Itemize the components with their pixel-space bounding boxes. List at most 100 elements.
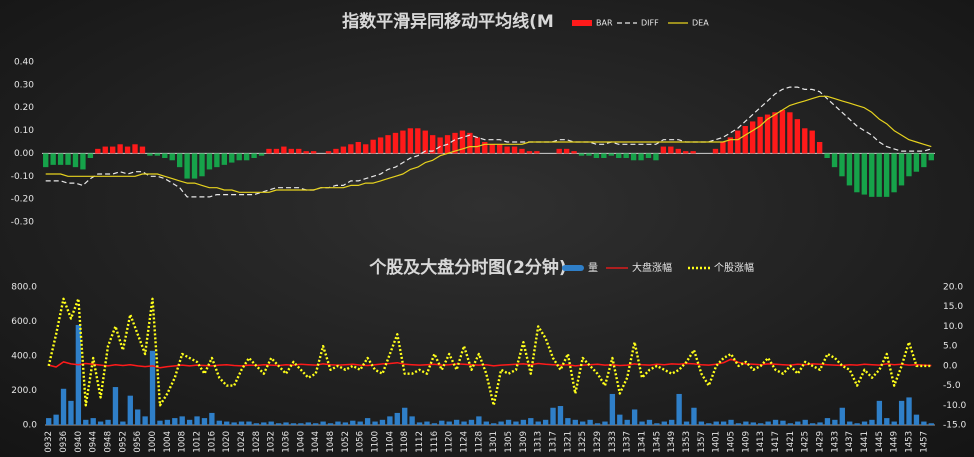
bar: [550, 407, 556, 425]
bar: [149, 350, 156, 425]
x-tick-label: 1357: [697, 431, 707, 453]
line: [48, 358, 932, 369]
bar: [519, 148, 525, 154]
y2-tick-label: 0.0: [943, 361, 958, 371]
bar: [534, 151, 540, 154]
bar: [608, 153, 614, 156]
bar: [646, 419, 653, 425]
x-tick-label: 1353: [682, 431, 692, 453]
bar: [261, 422, 267, 425]
bar: [372, 421, 378, 425]
bar: [251, 153, 257, 158]
bar: [53, 414, 59, 425]
x-tick-label: 1321: [563, 431, 573, 453]
bar: [164, 419, 171, 425]
bar: [504, 146, 510, 154]
x-tick-label: 1100: [371, 431, 381, 453]
bar: [68, 400, 74, 425]
bar: [60, 388, 67, 425]
bar: [735, 130, 741, 154]
bar: [385, 135, 391, 154]
bar: [65, 153, 71, 165]
bar: [609, 393, 616, 425]
x-tick-label: 1349: [667, 431, 677, 453]
bar: [565, 418, 571, 425]
bar: [154, 153, 161, 156]
bar: [572, 419, 578, 425]
y2-tick-label: 15.0: [943, 302, 963, 312]
x-tick-label: 1004: [163, 431, 173, 453]
bar: [142, 416, 148, 425]
bar: [750, 422, 756, 425]
line: [45, 86, 932, 198]
bar: [764, 114, 771, 154]
bar: [883, 153, 890, 197]
bar: [402, 407, 408, 425]
x-tick-label: 1048: [326, 431, 336, 453]
line: [45, 95, 932, 193]
x-tick-label: 1305: [504, 431, 514, 453]
bar: [422, 130, 428, 154]
x-tick-label: 1445: [875, 431, 885, 453]
x-tick-label: 0956: [133, 431, 143, 453]
x-tick-label: 1128: [474, 431, 484, 453]
bar: [876, 153, 882, 197]
bar: [206, 153, 213, 170]
bar: [430, 135, 436, 154]
bar: [357, 421, 363, 425]
bar: [630, 153, 637, 161]
y2-tick-label: -15.0: [943, 421, 967, 431]
x-tick-label: 1425: [801, 431, 811, 453]
bar: [720, 421, 727, 425]
bar: [416, 422, 423, 425]
bar: [224, 421, 230, 425]
y-tick-label: -0.10: [11, 172, 35, 182]
x-tick-label: 1020: [222, 431, 232, 453]
bar: [452, 132, 458, 154]
bar: [298, 423, 304, 425]
bar: [758, 423, 764, 425]
bar: [513, 421, 519, 425]
bar: [556, 148, 562, 154]
bar: [97, 421, 104, 425]
bar: [392, 132, 399, 154]
legend-label: 大盘涨幅: [632, 261, 672, 274]
x-tick-label: 1433: [830, 431, 840, 453]
bar: [127, 395, 133, 425]
bar: [698, 421, 705, 425]
bar: [780, 420, 786, 425]
bar: [320, 421, 326, 425]
legend-swatch: [572, 20, 592, 26]
bar: [209, 412, 215, 425]
bar: [593, 153, 600, 158]
x-tick-label: 1301: [489, 431, 499, 453]
bar: [624, 419, 630, 425]
bar: [906, 397, 912, 425]
bar: [491, 423, 497, 425]
bar: [238, 421, 245, 425]
bar: [817, 422, 823, 425]
y2-tick-label: -5.0: [943, 381, 961, 391]
bar: [75, 324, 82, 425]
bar: [765, 421, 771, 425]
x-tick-label: 1032: [267, 431, 277, 453]
bar: [520, 419, 527, 425]
y2-tick-label: 10.0: [943, 322, 963, 332]
bar: [476, 416, 482, 425]
bar: [290, 423, 297, 425]
bar: [557, 406, 564, 425]
legend-label: DEA: [692, 19, 709, 28]
chart-title: 指数平滑异同移动平均线(M: [342, 11, 554, 32]
x-tick-label: 1120: [445, 431, 455, 453]
y-tick-label: 800.0: [11, 283, 37, 293]
bar: [587, 419, 593, 425]
bar: [839, 153, 845, 177]
bar: [147, 153, 153, 156]
bar: [891, 421, 897, 425]
bar: [102, 146, 108, 154]
x-tick-label: 1453: [905, 431, 915, 453]
bar: [157, 420, 163, 425]
y2-tick-label: -10.0: [943, 401, 967, 411]
